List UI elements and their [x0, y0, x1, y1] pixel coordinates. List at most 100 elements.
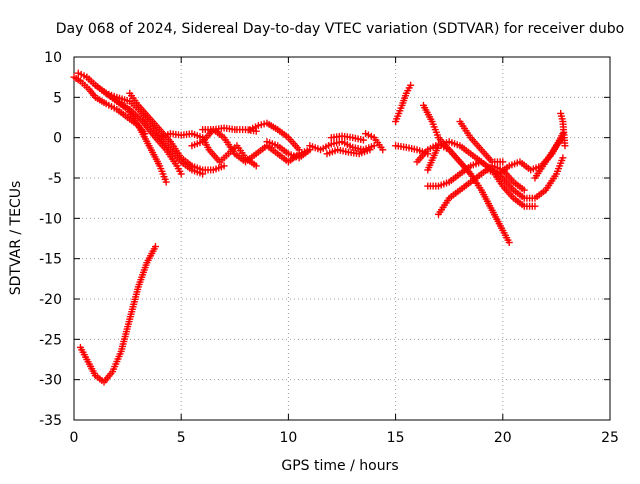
- trail-point: [487, 204, 495, 212]
- series-arc-16: [362, 130, 387, 154]
- trail-point: [252, 123, 260, 131]
- trail-point: [100, 98, 108, 106]
- trail-point: [325, 142, 333, 150]
- y-tick-label: -5: [48, 171, 62, 187]
- y-tick-label: -35: [39, 413, 62, 429]
- trail-point: [229, 147, 237, 155]
- series-arc-22: [434, 162, 528, 218]
- chart-title: Day 068 of 2024, Sidereal Day-to-day VTE…: [56, 21, 624, 37]
- series-arc-9: [199, 124, 239, 134]
- trail-point: [433, 144, 441, 152]
- trail-point: [453, 141, 461, 149]
- trail-point: [165, 136, 173, 144]
- trail-point: [346, 142, 354, 150]
- trail-point: [272, 148, 280, 156]
- y-tick-label: 0: [53, 131, 62, 147]
- trail-point: [150, 245, 158, 253]
- trail-point: [83, 83, 91, 91]
- series-arc-13: [306, 138, 378, 154]
- tick-layer: 0 5 10 15 20 25 10 5 0 -5 -10 -15 -20 -25 -30 -35: [39, 50, 619, 446]
- trail-point: [196, 165, 204, 173]
- trail-point: [367, 132, 375, 140]
- trail-point: [207, 166, 215, 174]
- trail-point: [250, 160, 258, 168]
- trail-point: [561, 139, 569, 147]
- trail-point: [504, 236, 512, 244]
- trail-point: [558, 115, 566, 123]
- y-tick-label: -20: [39, 292, 62, 308]
- series-arc-7: [156, 130, 260, 170]
- x-tick-label: 10: [279, 430, 297, 446]
- trail-point: [363, 147, 371, 155]
- trail-point: [508, 192, 516, 200]
- trail-point: [123, 97, 131, 105]
- trail-point: [110, 104, 118, 112]
- series-arc-21: [424, 158, 539, 210]
- trail-point: [218, 132, 226, 140]
- trail-point: [196, 139, 204, 147]
- trail-point: [476, 184, 484, 192]
- series-arc-26: [531, 134, 567, 182]
- trail-point: [401, 92, 409, 100]
- trail-point: [518, 184, 526, 192]
- trail-point: [142, 261, 150, 269]
- trail-point: [121, 112, 129, 120]
- trail-point: [476, 144, 484, 152]
- trail-point: [508, 176, 516, 184]
- y-tick-label: 10: [44, 50, 62, 66]
- trail-point: [528, 202, 536, 210]
- series-arc-14: [323, 146, 374, 158]
- trail-point: [528, 194, 536, 202]
- trail-point: [217, 163, 225, 171]
- x-tick-label: 5: [177, 430, 186, 446]
- series-arc-6: [76, 243, 159, 386]
- trail-point: [551, 172, 559, 180]
- trail-point: [465, 168, 473, 176]
- series-arc-24: [456, 118, 507, 166]
- trail-point: [433, 131, 441, 139]
- trail-point: [444, 196, 452, 204]
- trail-point: [74, 76, 82, 84]
- trail-point: [90, 369, 98, 377]
- trail-point: [133, 99, 141, 107]
- trail-point: [222, 152, 230, 160]
- trail-point: [508, 184, 516, 192]
- trail-point: [454, 172, 462, 180]
- trail-point: [454, 156, 462, 164]
- trail-point: [432, 182, 440, 190]
- trail-point: [486, 156, 494, 164]
- trail-point: [116, 350, 124, 358]
- trail-point: [496, 158, 504, 166]
- trail-point: [335, 138, 343, 146]
- trail-point: [282, 132, 290, 140]
- y-axis-label: SDTVAR / TECUs: [8, 181, 24, 296]
- trail-point: [304, 147, 312, 155]
- trail-point: [558, 157, 566, 165]
- trail-point: [422, 148, 430, 156]
- series-arc-18: [392, 142, 432, 158]
- trail-point: [161, 175, 169, 183]
- trail-point: [110, 92, 118, 100]
- trail-point: [293, 144, 301, 152]
- trail-point: [503, 164, 511, 172]
- series-arc-27: [557, 109, 569, 150]
- point-layer: [70, 69, 569, 386]
- trail-point: [155, 160, 163, 168]
- x-tick-label: 15: [387, 430, 405, 446]
- trail-point: [165, 144, 173, 152]
- trail-point: [271, 141, 279, 149]
- x-tick-label: 0: [70, 430, 79, 446]
- x-axis-label: GPS time / hours: [281, 458, 398, 474]
- trail-point: [89, 79, 97, 87]
- trail-point: [272, 124, 280, 132]
- trail-point: [186, 160, 194, 168]
- trail-point: [551, 144, 559, 152]
- trail-point: [144, 139, 152, 147]
- y-tick-label: -10: [39, 211, 62, 227]
- trail-point: [82, 353, 90, 361]
- trail-point: [518, 193, 526, 201]
- trail-point: [397, 104, 405, 112]
- x-tick-label: 20: [494, 430, 512, 446]
- trail-point: [342, 148, 350, 156]
- series-arc-23: [419, 101, 475, 178]
